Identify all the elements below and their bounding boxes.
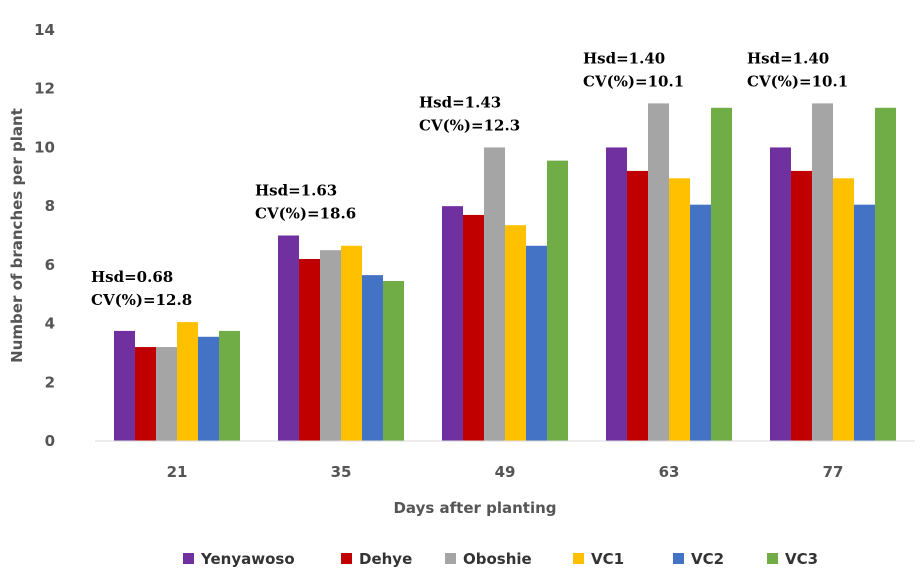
bar-vc3-63 [711,107,732,442]
legend-label-oboshie: Oboshie [463,550,532,568]
bar-dehye-49 [463,214,484,441]
y-axis-ticks: 0 2 4 6 8 10 12 14 [34,21,55,450]
bar-dehye-77 [791,170,812,441]
bar-dehye-63 [627,170,648,441]
annotation-49: Hsd=1.43 CV(%)=12.3 [419,93,520,134]
legend-label-dehye: Dehye [359,550,412,568]
bar-yenyawoso-77 [770,147,791,441]
bar-oboshie-49 [484,147,505,441]
legend-label-yenyawoso: Yenyawoso [200,550,295,568]
bar-vc2-35 [362,275,383,441]
bar-vc1-21 [177,322,198,441]
annotations: Hsd=0.68 CV(%)=12.8 Hsd=1.63 CV(%)=18.6 Hsd=… [91,49,848,309]
legend-swatch-vc1 [573,553,584,564]
bar-vc2-77 [854,204,875,441]
bar-vc1-35 [341,245,362,441]
y-tick-label: 6 [45,256,55,274]
y-tick-label: 10 [34,138,55,156]
bar-oboshie-63 [648,103,669,442]
y-tick-label: 8 [45,197,55,215]
bar-vc1-63 [669,178,690,441]
bars [114,103,896,442]
bar-vc2-63 [690,204,711,441]
legend-swatch-vc2 [673,553,684,564]
bar-vc1-77 [833,178,854,441]
x-tick-label: 77 [823,463,844,481]
y-tick-label: 4 [45,315,55,333]
y-tick-label: 0 [45,432,55,450]
bar-yenyawoso-63 [606,147,627,441]
legend-swatch-vc3 [767,553,778,564]
annotation-77: Hsd=1.40 CV(%)=10.1 [747,49,848,90]
bar-vc1-49 [505,225,526,441]
y-tick-label: 2 [45,373,55,391]
annotation-63: Hsd=1.40 CV(%)=10.1 [583,49,684,90]
bar-yenyawoso-21 [114,330,135,441]
bar-vc3-77 [875,107,896,442]
bar-vc2-49 [526,245,547,441]
x-axis-ticks: 21 35 49 63 77 [167,463,844,481]
x-axis-title: Days after planting [393,499,556,517]
x-tick-label: 63 [659,463,680,481]
bar-vc2-21 [198,336,219,441]
x-tick-label: 35 [331,463,352,481]
bar-oboshie-35 [320,250,341,441]
legend-label-vc1: VC1 [591,550,624,568]
legend-label-vc3: VC3 [785,550,818,568]
x-tick-label: 21 [167,463,188,481]
bar-vc3-49 [547,160,568,441]
legend: Yenyawoso Dehye Oboshie VC1 VC2 VC3 [183,550,818,568]
y-tick-label: 14 [34,21,55,39]
annotation-21: Hsd=0.68 CV(%)=12.8 [91,268,192,309]
y-tick-label: 12 [34,80,55,98]
y-axis-title: Number of branches per plant [8,108,26,363]
bar-dehye-35 [299,258,320,441]
bar-vc3-21 [219,330,240,441]
bar-yenyawoso-49 [442,206,463,441]
x-tick-label: 49 [495,463,516,481]
bar-oboshie-21 [156,347,177,441]
legend-swatch-yenyawoso [183,553,194,564]
bar-oboshie-77 [812,103,833,442]
legend-swatch-oboshie [445,553,456,564]
bar-dehye-21 [135,347,156,441]
legend-label-vc2: VC2 [691,550,724,568]
bar-yenyawoso-35 [278,235,299,441]
bar-vc3-35 [383,281,404,441]
legend-swatch-dehye [341,553,352,564]
annotation-35: Hsd=1.63 CV(%)=18.6 [255,182,356,223]
